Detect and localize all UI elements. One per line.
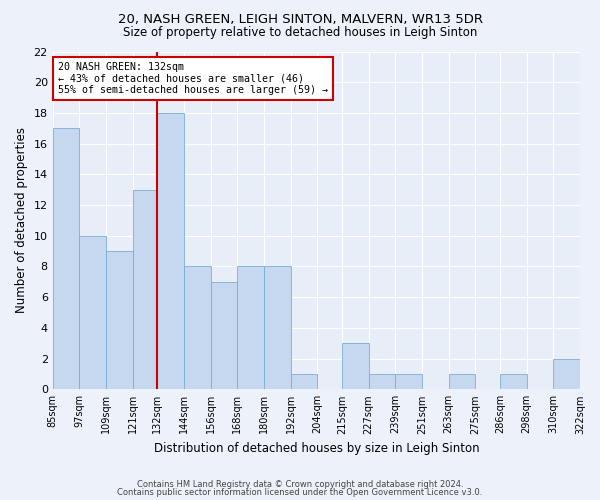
Bar	[238, 266, 264, 390]
Bar	[553, 358, 580, 390]
Bar	[342, 343, 368, 390]
Text: Contains HM Land Registry data © Crown copyright and database right 2024.: Contains HM Land Registry data © Crown c…	[137, 480, 463, 489]
Bar	[291, 374, 317, 390]
Bar	[133, 190, 157, 390]
X-axis label: Distribution of detached houses by size in Leigh Sinton: Distribution of detached houses by size …	[154, 442, 479, 455]
Bar	[368, 374, 395, 390]
Bar	[53, 128, 79, 390]
Text: 20 NASH GREEN: 132sqm
← 43% of detached houses are smaller (46)
55% of semi-deta: 20 NASH GREEN: 132sqm ← 43% of detached …	[58, 62, 328, 95]
Bar	[211, 282, 238, 390]
Bar	[264, 266, 291, 390]
Bar	[395, 374, 422, 390]
Bar	[79, 236, 106, 390]
Bar	[184, 266, 211, 390]
Text: Size of property relative to detached houses in Leigh Sinton: Size of property relative to detached ho…	[123, 26, 477, 39]
Bar	[449, 374, 475, 390]
Bar	[106, 251, 133, 390]
Text: Contains public sector information licensed under the Open Government Licence v3: Contains public sector information licen…	[118, 488, 482, 497]
Bar	[500, 374, 527, 390]
Text: 20, NASH GREEN, LEIGH SINTON, MALVERN, WR13 5DR: 20, NASH GREEN, LEIGH SINTON, MALVERN, W…	[118, 12, 482, 26]
Bar	[157, 113, 184, 390]
Y-axis label: Number of detached properties: Number of detached properties	[15, 128, 28, 314]
